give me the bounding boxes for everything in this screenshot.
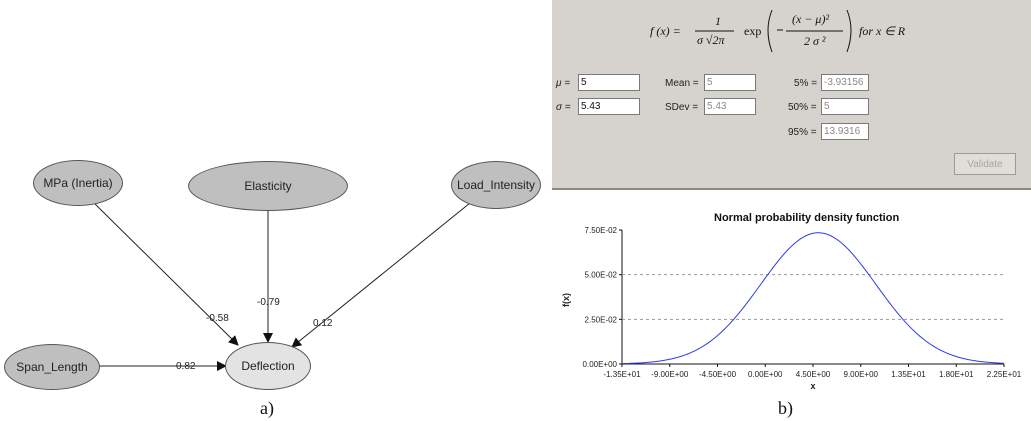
x-tick-label: 4.50E+00 — [796, 370, 831, 379]
formula-denominator: σ √2π — [697, 33, 725, 47]
node-deflection[interactable]: Deflection — [225, 342, 311, 390]
p95-field: 13.9316 — [821, 123, 869, 140]
p50-label: 50% = — [788, 102, 817, 113]
sigma-label: σ = — [556, 102, 571, 113]
node-elasticity[interactable]: Elasticity — [188, 161, 348, 211]
pdf-chart: 0.00E+00 2.50E-02 5.00E-02 7.50E-02 -1.35E+… — [561, 226, 1022, 391]
p95-label: 95% = — [788, 127, 817, 138]
validate-button[interactable]: Validate — [954, 153, 1016, 175]
x-tick-label: -1.35E+01 — [603, 370, 641, 379]
sdev-field: 5.43 — [704, 98, 756, 115]
formula-numerator: 1 — [715, 14, 721, 28]
pdf-curve — [621, 232, 1005, 365]
weight-span: 0.82 — [176, 361, 196, 372]
mean-label: Mean = — [665, 78, 699, 89]
p5-label: 5% = — [794, 78, 818, 89]
p50-field: 5 — [821, 98, 869, 115]
y-tick-label: 2.50E-02 — [585, 315, 618, 324]
chart-title: Normal probability density function — [714, 212, 900, 224]
y-tick-label: 7.50E-02 — [585, 226, 618, 235]
formula-exp: exp — [744, 24, 762, 38]
y-axis-label: f(x) — [561, 293, 571, 307]
edge-load-deflection — [291, 202, 471, 348]
edge-mpa-deflection — [94, 203, 239, 346]
x-tick-label: -9.00E+00 — [651, 370, 689, 379]
mu-label: μ = — [556, 78, 571, 89]
x-axis-label: x — [810, 381, 815, 391]
formula-exp-numerator: (x − μ)² — [792, 12, 830, 26]
x-tick-label: 0.00E+00 — [748, 370, 783, 379]
y-tick-label: 0.00E+00 — [583, 360, 618, 369]
caption-a: a) — [260, 398, 274, 418]
node-load-intensity[interactable]: Load_Intensity — [451, 161, 541, 209]
network-edges — [94, 202, 471, 371]
weight-load: 0.12 — [313, 318, 333, 329]
formula-lines — [695, 9, 852, 53]
formula-tail: for x ∈ R — [859, 24, 906, 38]
x-tick-label: 2.25E+01 — [987, 370, 1022, 379]
p5-field: -3.93156 — [821, 74, 869, 91]
x-tick-label: 1.80E+01 — [939, 370, 974, 379]
formula-exp-denominator: 2 σ ² — [804, 34, 826, 48]
y-tick-label: 5.00E-02 — [585, 271, 618, 280]
x-tick-label: 1.35E+01 — [891, 370, 926, 379]
mu-input[interactable]: 5 — [578, 74, 640, 91]
parameter-dialog: f (x) = 1 σ √2π exp (x − μ)² 2 σ ² for x… — [552, 0, 1031, 190]
weight-mpa: -0.58 — [206, 313, 229, 324]
distribution-panel: f (x) = 1 σ √2π exp (x − μ)² 2 σ ² for x… — [552, 0, 1031, 421]
node-mpa-inertia[interactable]: MPa (Inertia) — [33, 160, 123, 206]
sigma-input[interactable]: 5.43 — [578, 98, 640, 115]
caption-b: b) — [778, 398, 793, 418]
weight-elasticity: -0.79 — [257, 297, 280, 308]
x-tick-label: 9.00E+00 — [844, 370, 879, 379]
mean-field: 5 — [704, 74, 756, 91]
formula-lhs: f (x) = — [650, 24, 681, 38]
sdev-label: SDev = — [665, 102, 699, 113]
x-tick-label: -4.50E+00 — [699, 370, 737, 379]
bayesian-network-panel: MPa (Inertia) Elasticity Load_Intensity … — [4, 160, 541, 418]
node-span-length[interactable]: Span_Length — [4, 344, 100, 390]
